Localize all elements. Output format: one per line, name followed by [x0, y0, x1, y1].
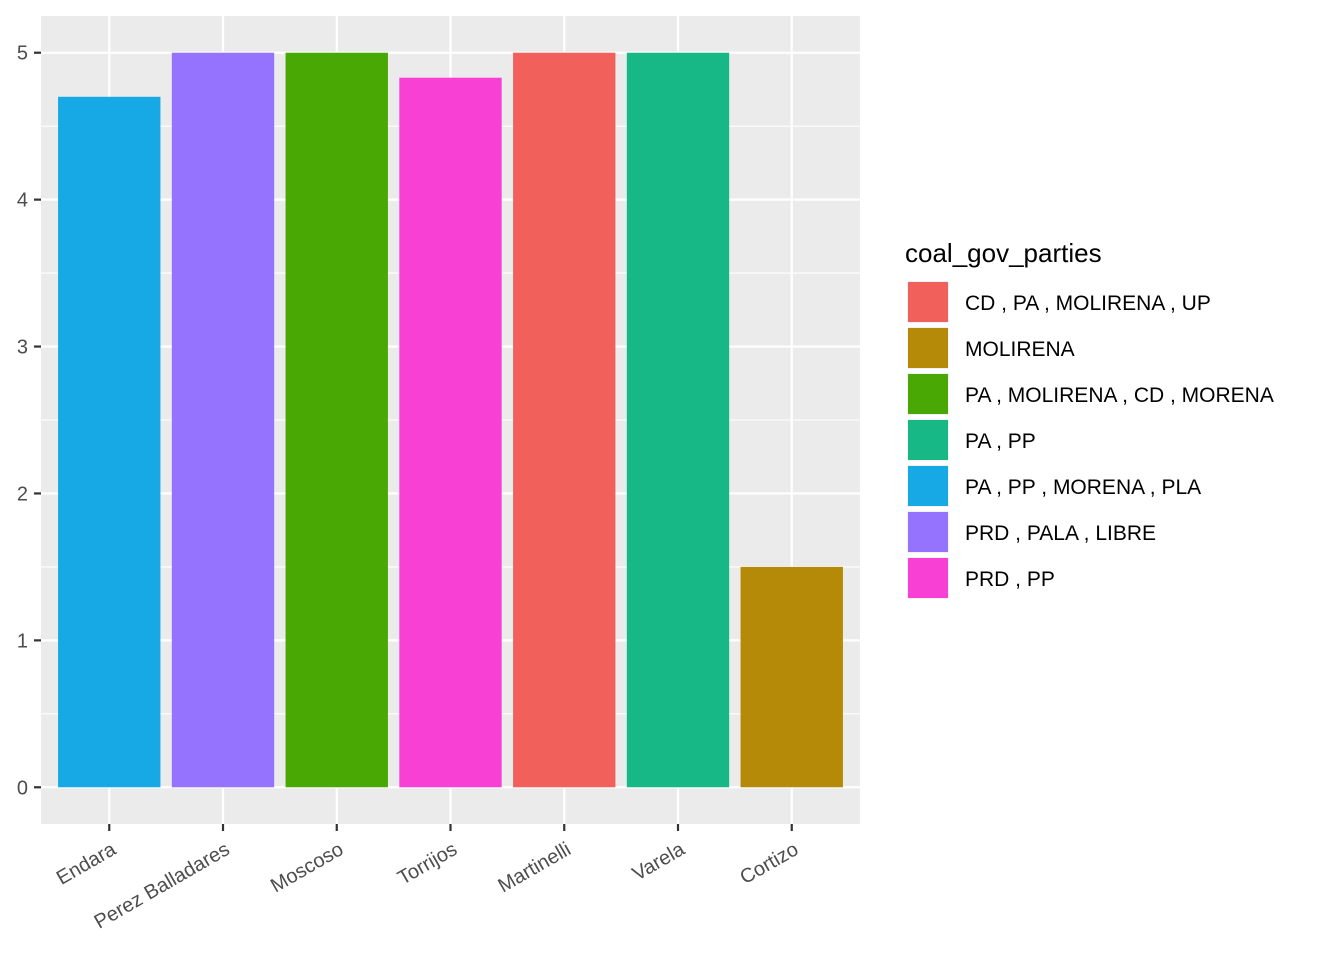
x-tick-label: Martinelli [494, 838, 574, 897]
legend-label: PRD , PP [965, 568, 1055, 591]
legend-key-swatch [908, 558, 948, 598]
bar-endara [58, 96, 161, 788]
y-tick-label: 3 [17, 337, 28, 359]
y-axis: 0 1 2 3 4 5 [17, 43, 41, 799]
bar-torrijos [399, 77, 502, 788]
legend-label: PA , PP , MORENA , PLA [965, 476, 1201, 499]
bar-moscoso [285, 52, 388, 788]
bar-martinelli [513, 52, 616, 788]
legend-key-swatch [908, 512, 948, 552]
x-tick-label: Varela [629, 838, 690, 886]
legend-label: PA , PP [965, 430, 1036, 453]
y-tick-label: 4 [17, 190, 28, 212]
legend-label: CD , PA , MOLIRENA , UP [965, 292, 1211, 315]
legend: coal_gov_parties CD , PA , MOLIRENA , UP… [905, 238, 1274, 599]
bar-cortizo [740, 566, 843, 788]
legend-key-swatch [908, 328, 948, 368]
y-tick-label: 5 [17, 43, 28, 65]
y-tick-label: 1 [17, 630, 28, 652]
legend-key-swatch [908, 466, 948, 506]
legend-key-swatch [908, 374, 948, 414]
legend-items: CD , PA , MOLIRENA , UP MOLIRENA PA , MOLI… [907, 281, 1274, 599]
y-tick-label: 2 [17, 483, 28, 505]
legend-title: coal_gov_parties [905, 238, 1102, 268]
bar-perez-balladares [171, 52, 275, 788]
legend-key-swatch [908, 420, 948, 460]
x-tick-label: Moscoso [267, 838, 347, 897]
x-tick-label: Cortizo [736, 838, 802, 889]
legend-label: MOLIRENA [965, 338, 1075, 361]
bar-varela [626, 52, 730, 788]
x-tick-label: Endara [53, 838, 121, 890]
legend-label: PRD , PALA , LIBRE [965, 522, 1156, 545]
x-tick-label: Torrijos [394, 838, 461, 889]
legend-key-swatch [908, 282, 948, 322]
bars [58, 52, 843, 788]
legend-label: PA , MOLIRENA , CD , MORENA [965, 384, 1274, 407]
y-tick-label: 0 [17, 777, 28, 799]
